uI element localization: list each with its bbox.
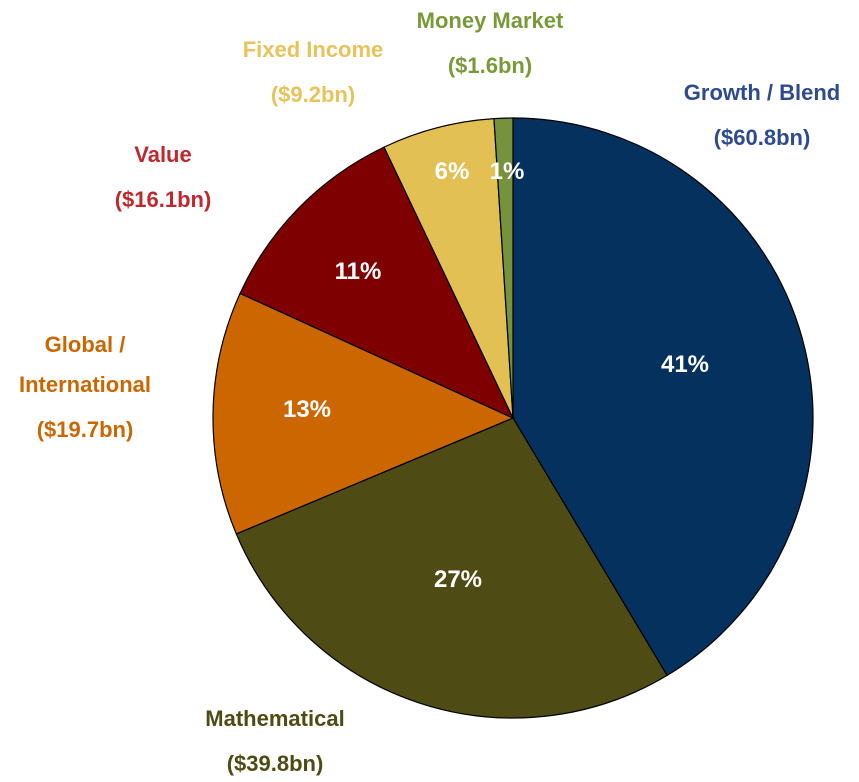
data-label: 13%	[282, 396, 332, 423]
category-name: Money Market	[416, 8, 564, 33]
category-amount: ($9.2bn)	[270, 82, 356, 107]
category-name: Fixed Income	[242, 37, 384, 62]
pie-slice	[212, 292, 515, 535]
category-label: Fixed Income ($9.2bn)	[228, 30, 398, 120]
category-label: Growth / Blend ($60.8bn)	[677, 73, 847, 163]
category-label: Value ($16.1bn)	[78, 135, 248, 225]
category-amount: ($19.7bn)	[36, 417, 134, 442]
category-label: Mathematical ($39.8bn)	[190, 699, 360, 782]
pie-slice	[512, 117, 814, 677]
category-name: Mathematical	[205, 706, 345, 731]
category-name: Growth / Blend	[683, 80, 841, 105]
category-amount: ($39.8bn)	[226, 751, 324, 776]
data-label: 6%	[434, 158, 470, 185]
data-label: 1%	[489, 158, 525, 185]
category-label: Money Market ($1.6bn)	[405, 1, 575, 91]
category-label: Global / International ($19.7bn)	[0, 325, 170, 455]
data-label: 41%	[660, 351, 710, 378]
pie-slice	[239, 146, 515, 420]
category-name: Global / International	[18, 332, 151, 397]
pie-slice	[493, 117, 514, 419]
category-name: Value	[134, 142, 192, 167]
data-label: 27%	[433, 566, 483, 593]
pie-slice	[235, 417, 668, 719]
category-amount: ($60.8bn)	[713, 125, 811, 150]
category-amount: ($1.6bn)	[447, 53, 533, 78]
category-amount: ($16.1bn)	[114, 187, 212, 212]
data-label: 11%	[334, 258, 382, 285]
